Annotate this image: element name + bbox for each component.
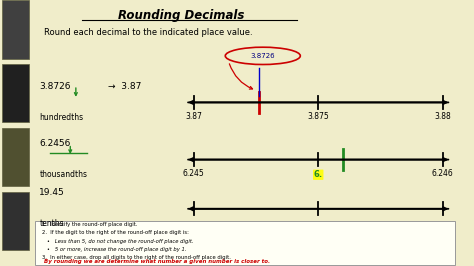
Text: 6.: 6. xyxy=(314,170,323,179)
Text: Round each decimal to the indicated place value.: Round each decimal to the indicated plac… xyxy=(44,28,252,37)
Text: 2.  If the digit to the right of the round-off place digit is:: 2. If the digit to the right of the roun… xyxy=(42,230,188,235)
Text: tenths: tenths xyxy=(39,219,64,228)
FancyBboxPatch shape xyxy=(1,0,29,59)
Text: thousandths: thousandths xyxy=(39,170,87,179)
Text: 6.2456: 6.2456 xyxy=(39,139,71,148)
Text: 3.875: 3.875 xyxy=(307,112,329,121)
Text: By rounding we are determine what number a given number is closer to.: By rounding we are determine what number… xyxy=(44,259,270,264)
Text: 3.87: 3.87 xyxy=(185,112,202,121)
FancyBboxPatch shape xyxy=(1,64,29,122)
Text: 3.8726: 3.8726 xyxy=(39,82,71,91)
Text: 3.88: 3.88 xyxy=(434,112,451,121)
Text: 3.  In either case, drop all digits to the right of the round-off place digit.: 3. In either case, drop all digits to th… xyxy=(42,255,230,260)
Text: 1.  Identify the round-off place digit.: 1. Identify the round-off place digit. xyxy=(42,222,137,227)
Text: →  3.87: → 3.87 xyxy=(108,82,141,91)
Text: hundredths: hundredths xyxy=(39,113,83,122)
Text: •   5 or more, increase the round-off place digit by 1.: • 5 or more, increase the round-off plac… xyxy=(42,247,186,252)
Text: 19.45: 19.45 xyxy=(39,188,65,197)
Text: 3.8726: 3.8726 xyxy=(250,53,275,59)
Text: •   Less than 5, do not change the round-off place digit.: • Less than 5, do not change the round-o… xyxy=(42,239,193,244)
FancyBboxPatch shape xyxy=(35,221,456,265)
FancyBboxPatch shape xyxy=(1,192,29,250)
Text: Rounding Decimals: Rounding Decimals xyxy=(118,9,244,22)
Text: 6.245: 6.245 xyxy=(183,169,205,178)
FancyBboxPatch shape xyxy=(1,128,29,186)
Text: 6.246: 6.246 xyxy=(432,169,454,178)
